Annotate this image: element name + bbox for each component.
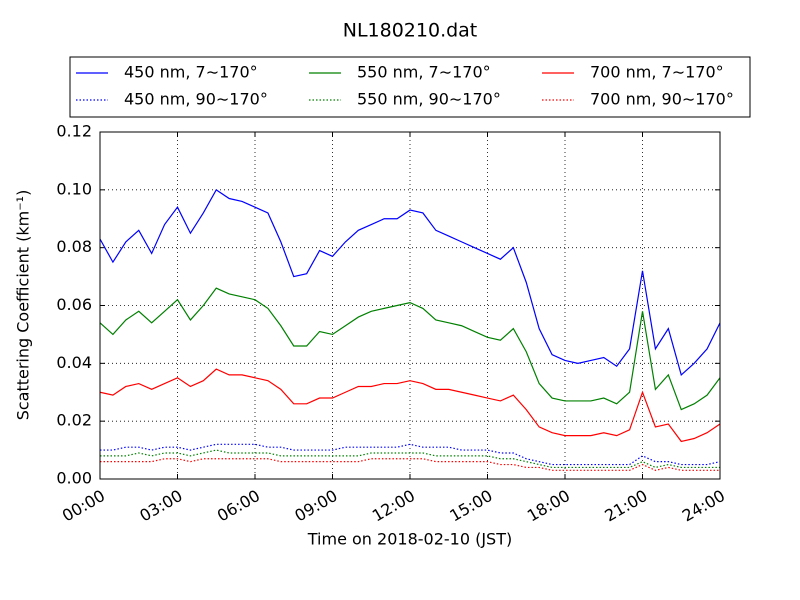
x-tick-label: 21:00 — [601, 486, 650, 526]
y-tick-label: 0.06 — [56, 295, 92, 314]
legend-label: 700 nm, 90∼170° — [590, 90, 734, 109]
data-line — [99, 368, 721, 443]
x-tick-label: 18:00 — [524, 486, 573, 526]
y-tick-label: 0.10 — [56, 179, 92, 198]
legend-label: 550 nm, 7∼170° — [357, 63, 491, 82]
data-line — [100, 443, 721, 466]
y-tick-label: 0.08 — [56, 237, 92, 256]
legend-box — [69, 56, 751, 118]
y-tick-label: 0.04 — [56, 353, 92, 372]
x-tick-label: 00:00 — [59, 486, 108, 526]
y-tick-label: 0.12 — [56, 122, 92, 141]
x-tick-label: 06:00 — [214, 486, 263, 526]
x-tick-label: 03:00 — [136, 486, 185, 526]
data-line — [99, 287, 721, 411]
x-tick-label: 09:00 — [291, 486, 340, 526]
y-tick-label: 0.02 — [56, 411, 92, 430]
legend-label: 450 nm, 7∼170° — [124, 63, 258, 82]
legend-label: 450 nm, 90∼170° — [124, 90, 268, 109]
x-tick-label: 12:00 — [369, 486, 418, 526]
x-tick-label: 15:00 — [446, 486, 495, 526]
data-line — [100, 458, 720, 471]
chart-title: NL180210.dat — [343, 20, 478, 42]
data-line — [99, 188, 721, 376]
plot-frame — [99, 131, 721, 480]
y-tick-label: 0.00 — [56, 469, 92, 488]
data-line — [100, 449, 720, 469]
x-axis-label: Time on 2018-02-10 (JST) — [307, 530, 512, 549]
legend-label: 700 nm, 7∼170° — [590, 63, 724, 82]
legend-label: 550 nm, 90∼170° — [357, 90, 501, 109]
x-tick-label: 24:00 — [679, 486, 728, 526]
y-axis-label: Scattering Coefficient (km⁻¹) — [14, 190, 33, 421]
